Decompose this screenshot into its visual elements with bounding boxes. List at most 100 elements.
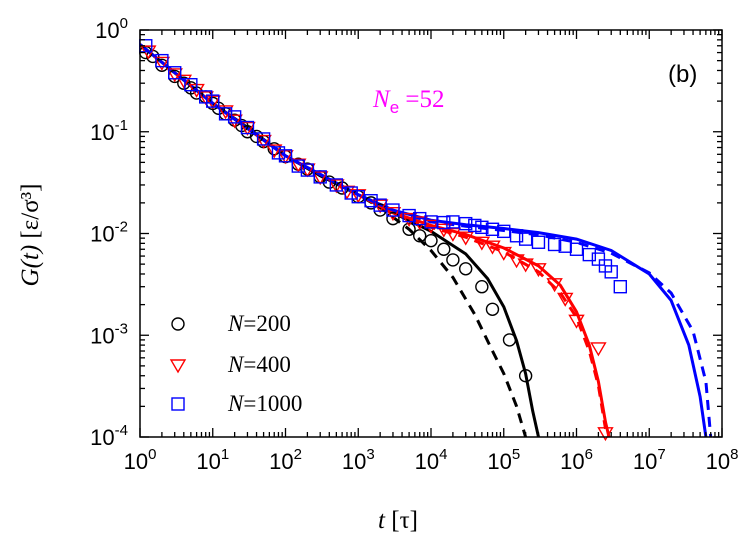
data-point-series-2 <box>485 222 500 236</box>
data-point-series-0 <box>437 242 451 256</box>
data-point-series-0 <box>402 222 416 236</box>
x-tick-base: 10 <box>706 449 730 474</box>
y-tick-label: 10-2 <box>90 219 128 247</box>
data-point-series-2 <box>240 120 255 135</box>
x-tick-exp: 2 <box>294 446 302 463</box>
data-point-series-1 <box>153 56 171 71</box>
y-tick-exp: -1 <box>115 117 128 134</box>
data-point-series-2 <box>329 178 344 192</box>
data-point-series-1 <box>568 314 585 329</box>
data-point-series-1 <box>197 91 214 106</box>
data-point-series-2 <box>218 107 233 121</box>
data-point-series-1 <box>546 278 563 293</box>
y-tick-exp: -2 <box>115 219 128 236</box>
data-point-series-2 <box>373 198 387 212</box>
data-point-series-1 <box>422 219 440 234</box>
x-tick-base: 10 <box>415 449 439 474</box>
data-point-series-2 <box>313 170 327 184</box>
axis-ticks <box>139 29 723 438</box>
data-point-series-0 <box>459 262 473 276</box>
fit-dashed-series-0 <box>140 43 528 437</box>
data-point-series-1 <box>517 258 534 273</box>
data-point-series-2 <box>155 53 169 68</box>
data-point-series-2 <box>591 252 606 266</box>
data-point-series-0 <box>446 253 460 267</box>
data-point-series-1 <box>597 427 614 442</box>
x-tick-label: 108 <box>706 446 739 474</box>
fit-solid-series-2 <box>140 43 708 437</box>
data-point-series-2 <box>278 149 293 163</box>
ne-annotation-sub: e <box>390 98 399 117</box>
data-point-series-2 <box>206 94 220 108</box>
data-point-series-1 <box>255 134 272 149</box>
data-point-series-1 <box>311 171 329 186</box>
y-tick-base: 10 <box>90 323 114 348</box>
data-point-series-1 <box>530 263 547 278</box>
data-point-series-2 <box>509 229 524 243</box>
y-axis-label: G(t) [ε/σ³] <box>17 184 44 287</box>
x-tick-base: 10 <box>196 449 220 474</box>
data-markers <box>139 39 627 442</box>
data-point-series-2 <box>459 216 473 231</box>
data-point-series-2 <box>604 265 618 279</box>
data-point-series-1 <box>338 185 356 200</box>
x-tick-exp: 7 <box>657 446 665 463</box>
data-point-series-1 <box>175 74 193 89</box>
x-tick-label: 102 <box>269 446 302 474</box>
y-tick-base: 10 <box>90 120 114 145</box>
data-point-series-2 <box>446 215 460 229</box>
x-tick-label: 107 <box>633 446 666 474</box>
data-point-series-1 <box>204 95 221 110</box>
data-point-series-2 <box>547 237 562 252</box>
panel-label: (b) <box>668 61 697 88</box>
legend-var-1: N <box>227 352 245 377</box>
legend-marker-0 <box>171 317 185 331</box>
y-tick-exp: -3 <box>115 320 128 337</box>
y-axis-var: G(t) <box>17 245 44 287</box>
data-point-series-2 <box>613 280 627 294</box>
data-point-series-2 <box>569 242 584 256</box>
data-point-series-1 <box>400 212 418 228</box>
x-tick-label: 101 <box>196 446 229 474</box>
legend-value-1: =400 <box>243 352 290 377</box>
data-point-series-1 <box>277 150 294 165</box>
data-point-series-0 <box>386 211 400 226</box>
data-point-series-1 <box>350 189 367 204</box>
legend-var-2: N <box>227 391 245 416</box>
ne-annotation-value: =52 <box>399 86 444 113</box>
x-tick-base: 10 <box>633 449 657 474</box>
tick-labels: 100 101 102 103 104 105 106 107 10810010-110-210… <box>90 15 738 474</box>
y-tick-label: 10-4 <box>90 422 128 450</box>
x-tick-label: 103 <box>342 446 375 474</box>
data-point-series-0 <box>267 142 281 156</box>
x-axis-label: t [τ] <box>378 507 418 534</box>
data-point-series-1 <box>411 216 428 231</box>
data-point-series-2 <box>475 220 489 235</box>
data-point-series-1 <box>495 246 512 261</box>
legend-marker-1 <box>169 359 187 374</box>
data-point-series-1 <box>590 342 607 357</box>
data-point-series-1 <box>266 144 283 159</box>
data-point-series-2 <box>364 194 378 208</box>
data-point-series-0 <box>485 302 500 316</box>
data-point-series-2 <box>300 163 315 177</box>
data-point-series-2 <box>184 78 198 92</box>
x-tick-base: 10 <box>124 449 148 474</box>
data-point-series-2 <box>413 211 427 226</box>
data-point-series-2 <box>402 208 416 223</box>
fit-dashed-series-1 <box>140 43 607 430</box>
x-tick-base: 10 <box>342 449 366 474</box>
data-point-series-2 <box>291 159 306 173</box>
y-axis-unit: [ε/σ³] <box>17 184 44 239</box>
y-tick-label: 10-1 <box>90 117 128 145</box>
data-point-series-1 <box>226 114 243 129</box>
y-tick-exp: -4 <box>115 422 128 439</box>
data-point-series-0 <box>177 76 191 90</box>
x-tick-exp: 0 <box>148 446 156 463</box>
data-point-series-2 <box>558 239 572 253</box>
data-point-series-2 <box>344 186 358 200</box>
data-point-series-2 <box>168 66 182 80</box>
data-point-series-2 <box>468 218 482 233</box>
y-tick-base: 10 <box>90 425 114 450</box>
